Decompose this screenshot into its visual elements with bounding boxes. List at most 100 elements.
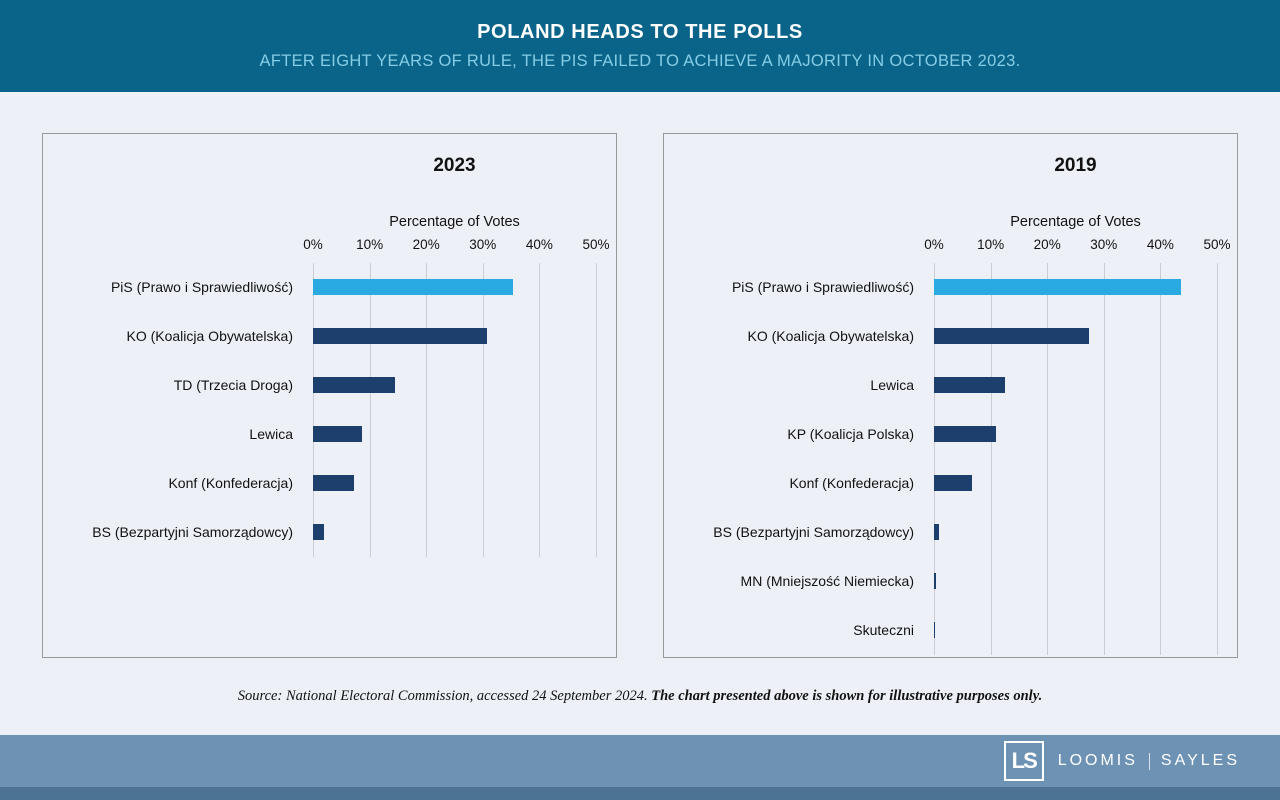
- category-label: KP (Koalicja Polska): [787, 426, 914, 443]
- bar-track: [934, 622, 1217, 639]
- chart-row: KO (Koalicja Obywatelska): [63, 312, 596, 361]
- main-content: 2023 Percentage of Votes 0% 10% 20% 30% 40% 5…: [0, 92, 1280, 735]
- header-banner: POLAND HEADS TO THE POLLS AFTER EIGHT YE…: [0, 0, 1280, 92]
- chart-row: Konf (Konfederacja): [684, 459, 1217, 508]
- category-label: BS (Bezpartyjni Samorządowcy): [92, 524, 293, 541]
- axis-tick-label: 50%: [582, 236, 610, 252]
- gridline: [539, 262, 541, 557]
- category-label: TD (Trzecia Droga): [173, 377, 293, 394]
- bar-track: [313, 524, 596, 541]
- gridline: [1160, 262, 1162, 655]
- category-label: BS (Bezpartyjni Samorządowcy): [713, 524, 914, 541]
- category-label: Konf (Konfederacja): [168, 475, 293, 492]
- axis-tick-label: 0%: [303, 236, 323, 252]
- bar-track: [313, 279, 596, 296]
- bar-track: [313, 377, 596, 394]
- category-label: KO (Koalicja Obywatelska): [747, 328, 914, 345]
- category-label: Konf (Konfederacja): [789, 475, 914, 492]
- gridlines: [313, 262, 597, 557]
- chart-plot-area: PiS (Prawo i Sprawiedliwość) KO (Koalicja…: [684, 262, 1218, 655]
- gridline: [482, 262, 484, 557]
- axis-tick-row: 0% 10% 20% 30% 40% 50%: [924, 236, 1230, 254]
- chart-row: Skuteczni: [684, 606, 1217, 655]
- bar: [313, 377, 395, 394]
- bar: [934, 426, 997, 443]
- axis-tick-label: 10%: [356, 236, 384, 252]
- axis-tick-label: 50%: [1203, 236, 1231, 252]
- bar: [934, 475, 973, 492]
- bar-track: [934, 328, 1217, 345]
- gridline: [596, 262, 597, 557]
- bar-track: [934, 377, 1217, 394]
- bar-track: [313, 475, 596, 492]
- axis-tick-label: 30%: [1090, 236, 1118, 252]
- panels-container: 2023 Percentage of Votes 0% 10% 20% 30% 40% 5…: [0, 133, 1280, 658]
- chart-row: TD (Trzecia Droga): [63, 361, 596, 410]
- brand-sayles: SAYLES: [1160, 752, 1240, 769]
- axis-tick-label: 40%: [525, 236, 553, 252]
- bar: [313, 475, 354, 492]
- gridline: [426, 262, 428, 557]
- source-note-bold: The chart presented above is shown for i…: [651, 688, 1043, 704]
- axis-tick-label: 30%: [469, 236, 497, 252]
- bar: [934, 524, 939, 541]
- bar: [934, 573, 936, 590]
- gridline: [369, 262, 371, 557]
- bar-track: [313, 328, 596, 345]
- category-label: MN (Mniejszość Niemiecka): [740, 573, 914, 590]
- axis-tick-row: 0% 10% 20% 30% 40% 50%: [303, 236, 609, 254]
- chart-row: Lewica: [684, 361, 1217, 410]
- category-label: KO (Koalicja Obywatelska): [126, 328, 293, 345]
- chart-row: BS (Bezpartyjni Samorządowcy): [63, 508, 596, 557]
- bar: [313, 426, 362, 443]
- gridline: [313, 262, 314, 557]
- bar: [934, 279, 1181, 296]
- axis-tick-label: 20%: [412, 236, 440, 252]
- chart-panel-2023: 2023 Percentage of Votes 0% 10% 20% 30% 40% 5…: [42, 133, 617, 658]
- chart-row: Lewica: [63, 410, 596, 459]
- page-subtitle: AFTER EIGHT YEARS OF RULE, THE PIS FAILE…: [259, 52, 1021, 70]
- bar: [313, 279, 514, 296]
- bar-track: [934, 426, 1217, 443]
- bar-track: [313, 426, 596, 443]
- page-title: POLAND HEADS TO THE POLLS: [477, 21, 803, 43]
- gridline: [1047, 262, 1049, 655]
- chart-row: KO (Koalicja Obywatelska): [684, 312, 1217, 361]
- gridline: [1217, 262, 1218, 655]
- gridline: [934, 262, 935, 655]
- source-note-regular: Source: National Electoral Commission, a…: [237, 688, 652, 704]
- loomis-sayles-wordmark: LOOMIS SAYLES: [1058, 752, 1240, 770]
- gridline: [1103, 262, 1105, 655]
- bar: [934, 622, 936, 639]
- chart-row: Konf (Konfederacja): [63, 459, 596, 508]
- brand-separator: [1148, 752, 1150, 770]
- axis-tick-label: 10%: [977, 236, 1005, 252]
- axis-tick-label: 20%: [1033, 236, 1061, 252]
- x-axis-title: Percentage of Votes: [1010, 213, 1141, 230]
- chart-row: PiS (Prawo i Sprawiedliwość): [684, 263, 1217, 312]
- bar-track: [934, 524, 1217, 541]
- chart-row: BS (Bezpartyjni Samorządowcy): [684, 508, 1217, 557]
- axis-tick-label: 0%: [924, 236, 944, 252]
- category-label: Lewica: [870, 377, 914, 394]
- chart-row: PiS (Prawo i Sprawiedliwość): [63, 263, 596, 312]
- gridline: [990, 262, 992, 655]
- bar-track: [934, 279, 1217, 296]
- category-label: Skuteczni: [853, 622, 914, 639]
- bar: [313, 524, 324, 541]
- chart-plot-area: PiS (Prawo i Sprawiedliwość) KO (Koalicja…: [63, 262, 597, 557]
- gridlines: [934, 262, 1218, 655]
- loomis-sayles-logo-icon: LS: [1003, 741, 1044, 781]
- chart-title: 2019: [1054, 155, 1097, 176]
- chart-row: KP (Koalicja Polska): [684, 410, 1217, 459]
- bar: [934, 328, 1090, 345]
- bar: [313, 328, 487, 345]
- bar-track: [934, 475, 1217, 492]
- logo-ls-text: LS: [1011, 748, 1038, 773]
- x-axis-title: Percentage of Votes: [389, 213, 520, 230]
- axis-tick-label: 40%: [1146, 236, 1174, 252]
- chart-panel-2019: 2019 Percentage of Votes 0% 10% 20% 30% 40% 5…: [663, 133, 1238, 658]
- chart-row: MN (Mniejszość Niemiecka): [684, 557, 1217, 606]
- category-label: PiS (Prawo i Sprawiedliwość): [110, 279, 293, 296]
